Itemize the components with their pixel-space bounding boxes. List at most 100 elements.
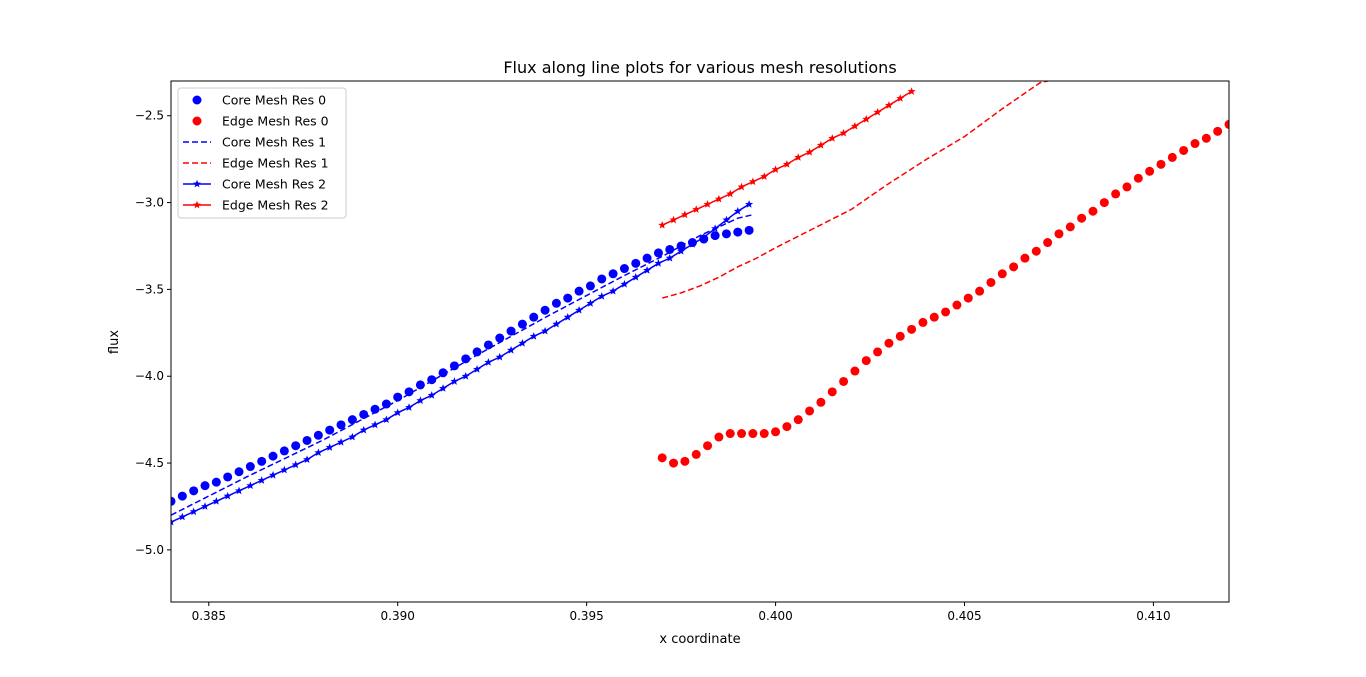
legend-label: Edge Mesh Res 1 <box>222 156 329 171</box>
data-point <box>449 361 459 371</box>
x-tick-label: 0.410 <box>1136 609 1170 623</box>
data-point <box>1043 238 1053 248</box>
data-point <box>721 229 731 239</box>
data-point <box>461 354 471 364</box>
legend-entries: Core Mesh Res 0 Edge Mesh Res 0 Core Mesh … <box>183 93 329 213</box>
data-point <box>669 458 679 468</box>
data-point <box>653 248 663 258</box>
data-point <box>1099 198 1109 208</box>
data-point-star <box>828 134 837 142</box>
data-point <box>279 446 289 456</box>
y-tick-label: −3.5 <box>135 282 164 296</box>
series-edge-mesh-res-0 <box>657 119 1229 468</box>
legend-label: Edge Mesh Res 2 <box>222 198 329 213</box>
data-point <box>291 441 301 451</box>
data-point <box>1167 152 1177 162</box>
data-point <box>827 387 837 397</box>
data-point-star <box>805 148 814 156</box>
x-tick-label: 0.390 <box>381 609 415 623</box>
data-point-star <box>586 299 595 307</box>
data-point <box>963 293 973 303</box>
data-point <box>189 486 199 496</box>
data-point-star <box>722 215 731 224</box>
data-point-star <box>303 455 312 463</box>
data-point <box>839 376 849 386</box>
data-point-star <box>760 172 769 180</box>
data-point <box>725 429 735 439</box>
data-point <box>691 449 701 459</box>
data-point <box>563 293 573 303</box>
data-point <box>1111 189 1121 199</box>
data-point <box>805 406 815 416</box>
data-point-star <box>680 210 689 219</box>
data-point-star <box>669 215 678 224</box>
data-point-star <box>873 108 882 116</box>
data-point <box>850 366 860 376</box>
data-point <box>1224 119 1229 129</box>
data-point <box>268 451 278 461</box>
legend-label: Core Mesh Res 1 <box>222 135 326 150</box>
data-point <box>1065 222 1075 232</box>
data-point <box>245 462 255 472</box>
data-point <box>171 496 176 506</box>
data-point-star <box>416 396 425 404</box>
data-point-star <box>507 345 516 354</box>
data-point <box>665 244 675 254</box>
data-point <box>211 477 221 487</box>
legend-marker <box>192 116 202 126</box>
data-point <box>631 258 641 268</box>
data-point <box>1077 213 1087 223</box>
data-point <box>714 432 724 442</box>
data-point <box>1179 145 1189 155</box>
data-point <box>642 253 652 263</box>
data-point <box>941 307 951 317</box>
data-point-star <box>552 319 561 328</box>
data-point-star <box>393 408 402 417</box>
data-point-star <box>703 200 712 208</box>
data-point-star <box>325 443 334 451</box>
data-point <box>733 227 743 237</box>
data-point-star <box>212 497 221 505</box>
data-point-star <box>862 115 871 123</box>
data-point <box>1190 139 1200 149</box>
data-point-star <box>782 160 791 168</box>
data-point-star <box>745 200 754 208</box>
data-point <box>347 415 357 425</box>
data-point <box>861 356 871 366</box>
data-point-star <box>733 207 742 215</box>
data-point <box>1145 166 1155 176</box>
data-point-star <box>359 425 368 434</box>
chart-title: Flux along line plots for various mesh r… <box>503 58 896 77</box>
series-edge-mesh-res-2 <box>658 87 916 229</box>
data-point <box>929 312 939 322</box>
legend-marker <box>193 200 201 209</box>
data-point <box>744 225 754 235</box>
data-point-star <box>850 121 859 130</box>
data-point-star <box>235 486 244 495</box>
data-point-star <box>794 153 803 161</box>
series-line <box>662 81 1048 299</box>
data-point-star <box>643 266 652 274</box>
data-point <box>657 453 667 463</box>
data-point <box>529 312 539 322</box>
legend-item-core-mesh-res-0: Core Mesh Res 0 <box>192 93 326 108</box>
data-point-star <box>269 471 278 479</box>
legend: Core Mesh Res 0 Edge Mesh Res 0 Core Mesh … <box>177 87 347 219</box>
data-point-star <box>201 502 209 510</box>
series-core-mesh-res-1 <box>171 213 754 516</box>
data-point <box>585 281 595 291</box>
data-point-star <box>839 128 848 137</box>
data-point <box>381 399 391 409</box>
series-core-mesh-res-0 <box>171 225 754 506</box>
data-point <box>223 472 233 482</box>
series-line <box>171 213 754 516</box>
data-point-star <box>677 246 686 255</box>
data-point-star <box>484 358 493 366</box>
data-point-star <box>450 377 459 385</box>
data-point-star <box>461 372 470 380</box>
data-point <box>793 415 803 425</box>
data-point <box>551 298 561 308</box>
data-point <box>234 467 244 477</box>
series-edge-mesh-res-1 <box>662 81 1048 299</box>
